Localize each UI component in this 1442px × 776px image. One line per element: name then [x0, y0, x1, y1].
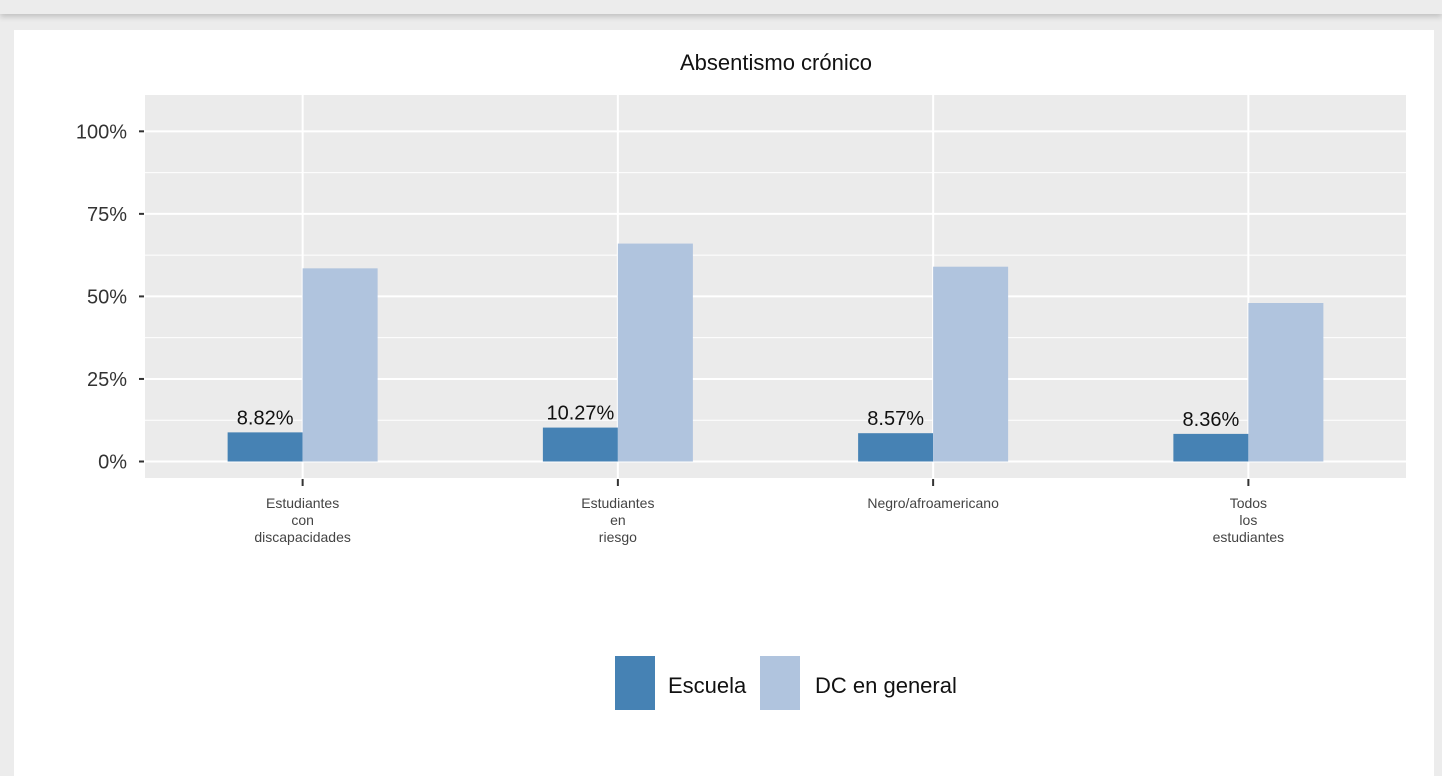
x-tick-label-line: Negro/afroamericano: [867, 495, 999, 511]
legend-label: DC en general: [815, 673, 957, 698]
bar-dc-en-general: [1248, 303, 1324, 462]
data-label: 8.82%: [237, 407, 294, 429]
legend-label: Escuela: [668, 673, 747, 698]
x-tick-label-line: estudiantes: [1213, 529, 1285, 545]
bar-escuela: [1173, 433, 1249, 462]
bar-dc-en-general: [617, 243, 693, 462]
bar-escuela: [542, 427, 618, 462]
chart-title: Absentismo crónico: [680, 50, 872, 75]
x-tick-label: Negro/afroamericano: [867, 495, 999, 511]
data-label: 8.57%: [867, 408, 924, 430]
top-bar: [0, 0, 1442, 14]
legend-swatch-escuela: [615, 656, 655, 710]
x-tick-label: Estudiantes con discapacidades: [254, 495, 351, 545]
x-tick-label-line: Estudiantes: [581, 495, 654, 511]
x-tick-label: Todos los estudiantes: [1213, 495, 1285, 545]
x-tick-label-line: Todos: [1230, 495, 1267, 511]
y-tick-label: 0%: [98, 451, 127, 473]
x-tick-label-line: en: [610, 512, 626, 528]
legend: Escuela DC en general: [615, 656, 957, 710]
y-tick-label: 75%: [87, 204, 127, 226]
x-tick-label-line: Estudiantes: [266, 495, 339, 511]
bar-dc-en-general: [933, 266, 1009, 462]
bar-escuela: [858, 433, 934, 462]
data-label: 10.27%: [546, 403, 614, 425]
plot-area: 0% 25% 50% 75% 100% 8.82% 10.27% 8.57% 8.36% Estu…: [76, 95, 1406, 545]
bar-dc-en-general: [302, 268, 378, 462]
x-tick-label: Estudiantes en riesgo: [581, 495, 654, 545]
y-tick-label: 50%: [87, 286, 127, 308]
bar-escuela: [227, 432, 303, 462]
x-tick-label-line: con: [291, 512, 314, 528]
y-tick-label: 100%: [76, 121, 127, 143]
x-tick-label-line: riesgo: [599, 529, 637, 545]
x-tick-label-line: los: [1239, 512, 1257, 528]
data-label: 8.36%: [1183, 409, 1240, 431]
x-tick-label-line: discapacidades: [254, 529, 351, 545]
legend-swatch-dc-en-general: [760, 656, 800, 710]
y-tick-label: 25%: [87, 369, 127, 391]
